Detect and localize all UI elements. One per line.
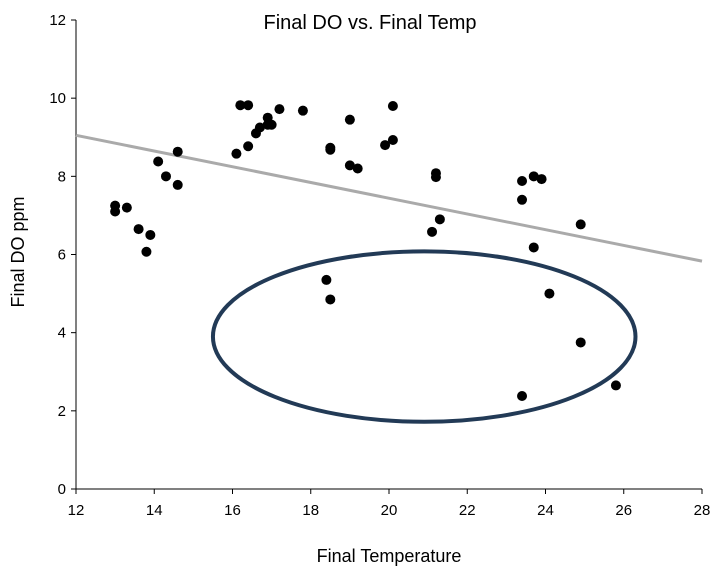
data-point (544, 288, 555, 299)
x-tick-label: 28 (694, 502, 711, 519)
data-point (297, 105, 308, 116)
x-tick-label: 20 (381, 502, 398, 519)
data-point (172, 179, 183, 190)
annotation-ellipse (210, 249, 638, 424)
data-point (536, 174, 547, 185)
x-tick-label: 18 (302, 502, 319, 519)
y-tick-label: 0 (58, 481, 66, 498)
data-point (434, 214, 445, 225)
data-point (517, 390, 528, 401)
data-point (254, 122, 265, 133)
data-point (235, 100, 246, 111)
x-tick-label: 22 (459, 502, 476, 519)
data-point (380, 140, 391, 151)
y-tick-label: 12 (49, 12, 66, 29)
y-tick-label: 6 (58, 247, 66, 264)
x-tick-label: 14 (146, 502, 163, 519)
trendline-group (75, 133, 703, 263)
data-point (141, 246, 152, 257)
y-tick-label: 8 (58, 168, 66, 185)
data-point (352, 163, 363, 174)
annotation-group (210, 249, 638, 424)
data-point (145, 229, 156, 240)
data-point (325, 294, 336, 305)
data-point (528, 242, 539, 253)
chart-title: Final DO vs. Final Temp (263, 12, 476, 34)
trendline (75, 133, 703, 263)
data-point (274, 104, 285, 115)
data-point (153, 156, 164, 167)
y-tick-label: 4 (58, 325, 66, 342)
data-point (517, 194, 528, 205)
y-tick-label: 2 (58, 403, 66, 420)
data-point (387, 100, 398, 111)
data-point (243, 100, 254, 111)
x-tick-label: 16 (224, 502, 241, 519)
x-tick-label: 24 (537, 502, 554, 519)
data-point (387, 134, 398, 145)
data-point (575, 337, 586, 348)
data-point (575, 219, 586, 230)
data-point (133, 224, 144, 235)
data-point (528, 171, 539, 182)
data-point (110, 206, 121, 217)
data-point (231, 148, 242, 159)
x-tick-label: 26 (615, 502, 632, 519)
data-point (243, 141, 254, 152)
points-group (110, 100, 621, 401)
data-point (344, 114, 355, 125)
data-point (517, 176, 528, 187)
y-tick-label: 10 (49, 90, 66, 107)
x-axis-label: Final Temperature (317, 546, 462, 566)
data-point (325, 144, 336, 155)
data-point (121, 202, 132, 213)
x-tick-label: 12 (68, 502, 85, 519)
data-point (321, 274, 332, 285)
data-point (344, 160, 355, 171)
data-point (610, 380, 621, 391)
data-point (266, 119, 277, 130)
data-point (430, 172, 441, 183)
data-point (172, 146, 183, 157)
data-point (160, 171, 171, 182)
y-axis-label: Final DO ppm (8, 196, 28, 307)
data-point (427, 226, 438, 237)
